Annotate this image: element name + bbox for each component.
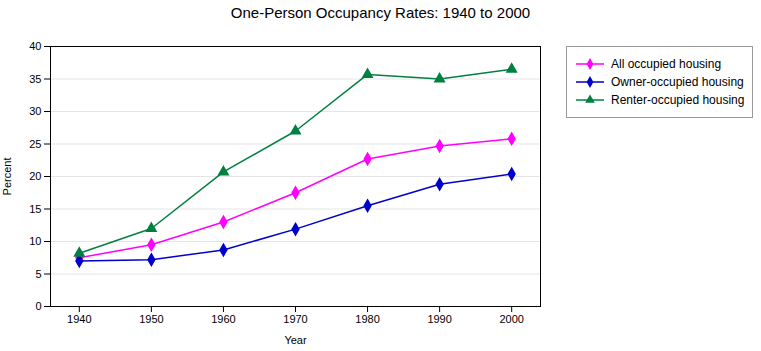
- svg-text:1990: 1990: [427, 313, 451, 325]
- svg-text:0: 0: [35, 300, 41, 312]
- html-text:One-Person Occupancy Rates: 19: One-Person Occupancy Rates: 1940 to 2000: [230, 4, 531, 21]
- svg-text:2000: 2000: [499, 313, 523, 325]
- html-text:All occupied housing: All occupied housing: [611, 57, 722, 71]
- html-text:Owner-occupied housing: Owner-occupied housing: [611, 75, 744, 89]
- svg-text:25: 25: [29, 138, 41, 150]
- svg-text:Percent: Percent: [1, 158, 13, 196]
- svg-text:15: 15: [29, 203, 41, 215]
- svg-text:1980: 1980: [355, 313, 379, 325]
- svg-text:1970: 1970: [283, 313, 307, 325]
- svg-text:10: 10: [29, 235, 41, 247]
- svg-text:1940: 1940: [67, 313, 91, 325]
- html-text:Renter-occupied housing: Renter-occupied housing: [611, 93, 745, 107]
- svg-text:30: 30: [29, 105, 41, 117]
- svg-text:35: 35: [29, 73, 41, 85]
- svg-text:20: 20: [29, 170, 41, 182]
- svg-text:5: 5: [35, 268, 41, 280]
- svg-text:1960: 1960: [211, 313, 235, 325]
- svg-text:Year: Year: [284, 334, 307, 346]
- svg-text:1950: 1950: [139, 313, 163, 325]
- svg-text:40: 40: [29, 40, 41, 52]
